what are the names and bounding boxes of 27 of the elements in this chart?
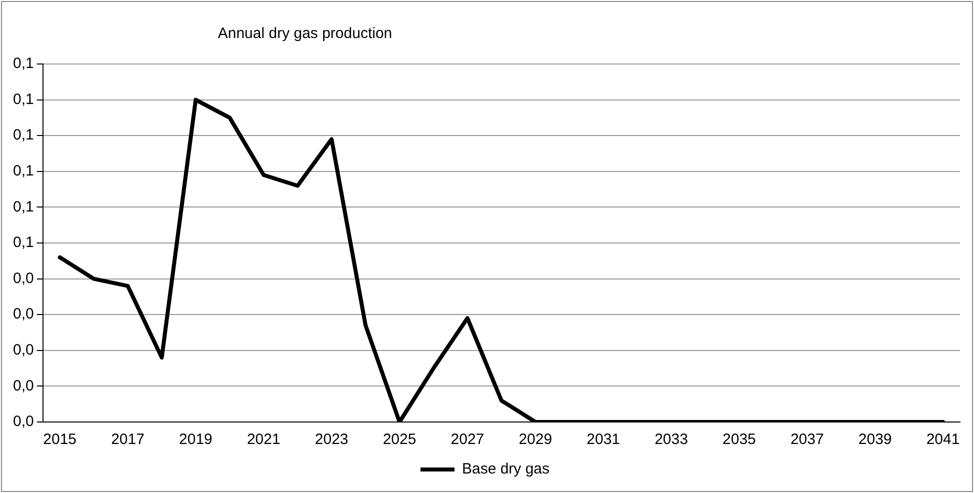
x-tick-label: 2023 xyxy=(314,431,348,448)
x-tick-label: 2019 xyxy=(179,431,212,448)
x-tick-label: 2033 xyxy=(654,431,688,448)
y-tick-label: 0,1 xyxy=(12,126,34,144)
y-tick-label: 0,1 xyxy=(12,162,34,180)
y-tick-label: 0,0 xyxy=(12,306,34,323)
y-tick-label: 0,0 xyxy=(12,413,34,430)
y-tick-label: 0,0 xyxy=(12,270,34,287)
legend-label: Base dry gas xyxy=(462,460,550,478)
x-tick-label: 2031 xyxy=(586,431,620,448)
x-tick-label: 2021 xyxy=(246,431,280,448)
y-tick-label: 0,1 xyxy=(12,198,34,216)
y-tick-label: 0,0 xyxy=(12,342,34,359)
y-tick-label: 0,1 xyxy=(12,234,34,252)
x-tick-label: 2015 xyxy=(43,431,77,448)
x-tick-label: 2027 xyxy=(450,431,484,448)
x-tick-label: 2029 xyxy=(518,431,552,448)
chart-title: Annual dry gas production xyxy=(218,25,392,42)
x-tick-label: 2035 xyxy=(722,431,756,448)
x-tick-label: 2041 xyxy=(926,431,960,448)
x-tick-label: 2037 xyxy=(790,431,824,448)
x-tick-label: 2039 xyxy=(858,431,892,448)
y-tick-label: 0,1 xyxy=(12,90,34,108)
x-tick-label: 2017 xyxy=(111,431,144,448)
y-tick-label: 0,0 xyxy=(12,377,34,394)
x-tick-label: 2025 xyxy=(382,431,416,448)
y-tick-label: 0,1 xyxy=(12,55,34,72)
